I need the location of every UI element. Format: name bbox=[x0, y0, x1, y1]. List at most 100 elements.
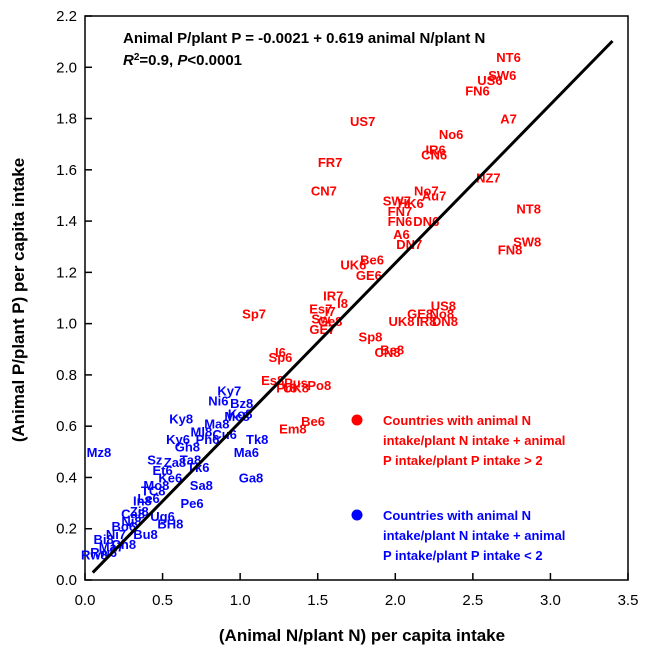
data-point-label: Rw8 bbox=[81, 547, 108, 562]
data-point-label: SW6 bbox=[488, 68, 516, 83]
x-tick-label: 0.5 bbox=[152, 592, 173, 609]
data-point-label: UK8 bbox=[388, 314, 414, 329]
data-point-label: Be8 bbox=[380, 342, 404, 357]
y-tick-label: 0.8 bbox=[56, 367, 77, 384]
data-point-label: Be6 bbox=[360, 253, 384, 268]
data-point-label: Ni8 bbox=[121, 514, 141, 529]
r-exponent: 2 bbox=[134, 52, 140, 63]
data-point-label: UK8 bbox=[283, 381, 309, 396]
x-tick-label: 2.5 bbox=[462, 592, 483, 609]
x-tick-label: 3.0 bbox=[540, 592, 561, 609]
data-point-label: Po8 bbox=[307, 378, 331, 393]
data-point-label: A6 bbox=[393, 227, 410, 242]
data-point-label: Tk8 bbox=[246, 432, 268, 447]
legend-text-line: intake/plant N intake + animal bbox=[383, 528, 565, 543]
data-point-label: Le6 bbox=[137, 491, 159, 506]
data-point-label: UK6 bbox=[340, 258, 366, 273]
data-point-label: Za8 bbox=[164, 455, 186, 470]
data-point-label: Be6 bbox=[301, 414, 325, 429]
legend-text-line: P intake/plant P intake < 2 bbox=[383, 548, 543, 563]
data-point-label: Sp8 bbox=[359, 329, 383, 344]
data-point-label: Ni6 bbox=[208, 394, 228, 409]
y-tick-label: 0.2 bbox=[56, 521, 77, 538]
data-point-label: Ta8 bbox=[180, 453, 201, 468]
legend-item-blue: Countries with animal N intake/plant N in… bbox=[351, 508, 565, 563]
data-point-label: Ug6 bbox=[150, 509, 175, 524]
y-axis-ticks: 0.0 0.2 0.4 0.6 0.8 1.0 1.2 1.4 1.6 1.8 2.0 2.2 bbox=[56, 8, 92, 589]
data-point-label: Ky8 bbox=[169, 411, 193, 426]
data-point-label: Zi8 bbox=[130, 504, 149, 519]
data-point-label: Pus bbox=[284, 376, 308, 391]
data-point-label: I8 bbox=[337, 296, 348, 311]
data-point-label: No6 bbox=[439, 127, 464, 142]
data-point-label: IR6 bbox=[426, 142, 446, 157]
data-point-label: Sp7 bbox=[242, 306, 266, 321]
data-point-label: FR7 bbox=[318, 155, 343, 170]
regression-statistics: R2=0.9, P<0.0001 bbox=[123, 52, 242, 70]
legend-text-line: P intake/plant P intake > 2 bbox=[383, 453, 543, 468]
legend-marker bbox=[351, 414, 363, 426]
y-tick-label: 1.4 bbox=[56, 213, 77, 230]
x-axis-label: (Animal N/plant N) per capita intake bbox=[219, 626, 505, 645]
data-point-label: FN8 bbox=[498, 242, 523, 257]
data-point-label: FN7 bbox=[388, 204, 413, 219]
data-point-label: IR7 bbox=[323, 288, 343, 303]
data-point-label: Sz bbox=[147, 453, 163, 468]
legend-text-line: Countries with animal N bbox=[383, 508, 531, 523]
data-point-label: NT6 bbox=[496, 50, 521, 65]
data-point-label: Sa8 bbox=[190, 478, 213, 493]
data-point-label: CN7 bbox=[311, 183, 337, 198]
data-point-label: FN6 bbox=[465, 83, 490, 98]
x-tick-label: 0.0 bbox=[75, 592, 96, 609]
data-point-label: Bu8 bbox=[133, 527, 158, 542]
data-point-label: DN8 bbox=[432, 314, 458, 329]
data-point-label: Ga8 bbox=[239, 470, 264, 485]
r-symbol: R bbox=[123, 52, 134, 69]
data-point-label: Gh8 bbox=[175, 440, 200, 455]
data-point-label: Sw bbox=[311, 312, 331, 327]
r-squared-value: =0.9, bbox=[139, 52, 177, 69]
data-point-label: US6 bbox=[477, 73, 502, 88]
legend-item-red: Countries with animal N intake/plant N in… bbox=[351, 413, 565, 468]
data-point-label: US7 bbox=[350, 114, 375, 129]
data-point-label: Ke6 bbox=[158, 470, 182, 485]
x-tick-label: 2.0 bbox=[385, 592, 406, 609]
data-point-label: US8 bbox=[431, 299, 456, 314]
data-point-label: Bz8 bbox=[230, 396, 253, 411]
y-tick-label: 0.6 bbox=[56, 418, 77, 435]
data-point-label: Bi8 bbox=[93, 532, 113, 547]
data-point-label: SW8 bbox=[513, 235, 541, 250]
data-point-label: No8 bbox=[430, 306, 455, 321]
plot-area: 0.0 0.5 1.0 1.5 2.0 2.5 3.0 3.5 0.0 0.2 0.4 0.6 0.8… bbox=[56, 8, 638, 609]
data-point-label: BH8 bbox=[157, 517, 183, 532]
y-tick-label: 1.0 bbox=[56, 316, 77, 333]
data-point-label: In8 bbox=[133, 494, 152, 509]
y-tick-label: 2.2 bbox=[56, 8, 77, 25]
data-point-label: Em8 bbox=[279, 422, 306, 437]
legend-text-line: intake/plant N intake + animal bbox=[383, 433, 565, 448]
data-point-label: Mo8 bbox=[143, 478, 169, 493]
data-point-label: Ml8 bbox=[191, 424, 213, 439]
y-tick-label: 1.6 bbox=[56, 162, 77, 179]
p-value: <0.0001 bbox=[187, 52, 242, 69]
data-point-label: GE6 bbox=[356, 268, 382, 283]
data-point-label: Es7 bbox=[309, 301, 332, 316]
regression-equation: Animal P/plant P = -0.0021 + 0.619 anima… bbox=[123, 30, 485, 47]
plot-frame bbox=[84, 15, 629, 581]
data-point-label: Ph6 bbox=[196, 432, 220, 447]
data-point-label: FN6 bbox=[388, 214, 413, 229]
y-tick-label: 1.8 bbox=[56, 111, 77, 128]
data-point-label: Ni7 bbox=[106, 527, 126, 542]
data-point-label: CN8 bbox=[375, 345, 401, 360]
y-tick-label: 0.0 bbox=[56, 572, 77, 589]
data-point-label: Ma7 bbox=[99, 540, 124, 555]
y-axis-label: (Animal P/plant P) per capita intake bbox=[9, 158, 28, 442]
data-point-label: Et6 bbox=[152, 463, 172, 478]
x-tick-label: 1.5 bbox=[307, 592, 328, 609]
data-point-label: GE8 bbox=[407, 306, 433, 321]
data-point-label: Ma8 bbox=[204, 417, 229, 432]
